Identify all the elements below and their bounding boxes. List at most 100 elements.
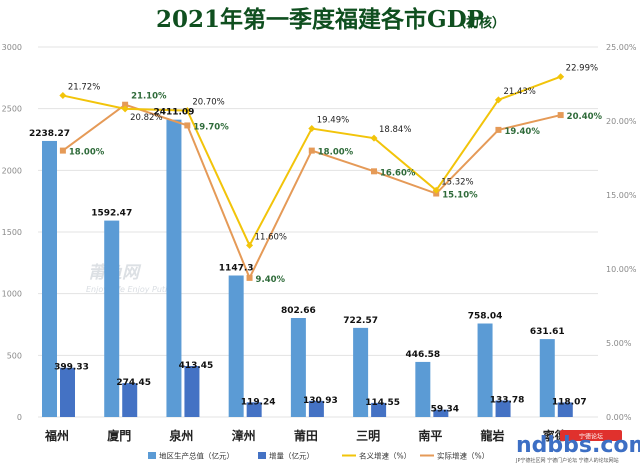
nominal-growth-label: 20.70% <box>192 98 224 108</box>
category-label: 廈門 <box>107 428 131 443</box>
y-left-tick: 1000 <box>2 290 22 299</box>
logo-tag: 宁德论坛 <box>579 433 603 441</box>
increase-value-label: 59.34 <box>431 405 459 415</box>
bar-increase <box>308 400 324 417</box>
real-growth-label: 19.70% <box>193 122 229 132</box>
legend-label-real: 实际增速（%） <box>437 451 489 461</box>
category-label: 泉州 <box>169 428 193 443</box>
nominal-growth-label: 19.49% <box>317 116 349 126</box>
bar-increase <box>122 383 138 417</box>
bar-gdp <box>353 327 369 417</box>
real-growth-label: 19.40% <box>504 127 540 137</box>
category-label: 三明 <box>356 429 380 443</box>
real-growth-marker <box>495 126 502 133</box>
y-left-tick: 2000 <box>2 166 22 175</box>
increase-value-label: 119.24 <box>241 397 276 407</box>
logo-text: ndbbs.com <box>516 433 640 458</box>
increase-value-label: 130.93 <box>303 396 338 406</box>
line-series <box>59 73 565 281</box>
site-logo: 宁德论坛 ndbbs.com JP宁德社区网 宁德门户论坛 宁德人的论坛网站 <box>515 430 640 464</box>
bar-gdp <box>104 220 120 417</box>
y-left-tick: 1500 <box>2 228 22 237</box>
bar-gdp <box>166 119 182 417</box>
nominal-growth-label: 18.84% <box>379 125 411 135</box>
bar-increase <box>433 409 449 417</box>
nominal-growth-marker <box>557 73 565 81</box>
increase-value-label: 133.78 <box>490 396 525 406</box>
y-left-tick: 3000 <box>2 43 22 52</box>
real-growth-marker <box>184 122 191 129</box>
bar-increase <box>557 402 573 417</box>
category-label: 龍岩 <box>481 428 505 443</box>
nominal-growth-marker <box>432 186 440 194</box>
bar-increase <box>246 402 262 417</box>
bar-gdp <box>477 323 493 417</box>
legend: 地区生产总值（亿元） 增量（亿元） 名义增速（%） 实际增速（%） <box>148 451 489 461</box>
bar-gdp <box>539 339 555 417</box>
real-growth-marker <box>246 274 253 281</box>
bar-increase <box>495 400 511 417</box>
nominal-growth-marker <box>494 96 502 104</box>
nominal-growth-label: 20.82% <box>130 113 162 123</box>
y-right-tick: 0.00% <box>606 413 632 422</box>
gdp-value-label: 1592.47 <box>91 209 132 219</box>
bar-gdp <box>415 361 431 417</box>
real-growth-label: 16.60% <box>380 168 416 178</box>
gdp-value-label: 2411.09 <box>153 108 194 118</box>
real-growth-marker <box>308 147 315 154</box>
increase-value-label: 413.45 <box>179 361 214 371</box>
gdp-value-label: 802.66 <box>281 306 316 316</box>
nominal-growth-marker <box>308 125 316 133</box>
legend-label-gdp: 地区生产总值（亿元） <box>159 451 234 461</box>
real-growth-label: 9.40% <box>256 275 286 285</box>
data-labels: 2238.27 399.33 1592.47 274.45 2411.09 413.45 1… <box>29 64 603 415</box>
real-growth-marker <box>59 147 66 154</box>
bar-gdp <box>42 140 57 417</box>
nominal-growth-label: 22.99% <box>566 64 598 74</box>
legend-label-nominal: 名义增速（%） <box>359 451 411 461</box>
y-left-tick: 2500 <box>2 105 22 114</box>
nominal-growth-label: 15.32% <box>441 177 473 187</box>
bar-gdp <box>290 318 306 417</box>
logo-subtext: JP宁德社区网 宁德门户论坛 宁德人的论坛网站 <box>515 457 619 464</box>
y-right-tick: 20.00% <box>606 117 637 126</box>
chart-title: 2021年第一季度福建各市GDP <box>156 6 484 33</box>
increase-value-label: 399.33 <box>54 363 89 373</box>
bar-increase <box>371 402 387 417</box>
nominal-growth-label: 21.43% <box>503 87 535 97</box>
gdp-value-label: 446.58 <box>405 350 440 360</box>
bar-increase <box>184 366 200 417</box>
real-growth-label: 15.10% <box>442 191 478 201</box>
increase-value-label: 118.07 <box>552 397 587 407</box>
legend-label-increase: 增量（亿元） <box>269 451 314 461</box>
y-axis-right: 0.00% 5.00% 10.00% 15.00% 20.00% 25.00% <box>606 43 637 422</box>
legend-swatch-gdp <box>148 452 156 459</box>
nominal-growth-marker <box>59 92 67 100</box>
logo-tag-bg <box>560 430 622 441</box>
y-right-tick: 25.00% <box>606 43 637 52</box>
bar-increase <box>60 367 75 417</box>
nominal-growth-label: 11.60% <box>255 232 287 242</box>
gdp-value-label: 2238.27 <box>29 129 70 139</box>
nominal-growth-label: 21.72% <box>68 83 100 93</box>
real-growth-marker <box>371 168 377 175</box>
y-right-tick: 5.00% <box>606 339 632 348</box>
bar-gdp <box>228 275 244 417</box>
y-left-tick: 500 <box>7 351 22 360</box>
y-left-tick: 0 <box>17 413 22 422</box>
category-label: 漳州 <box>232 428 256 443</box>
real-growth-label: 18.00% <box>318 148 354 158</box>
nominal-growth-marker <box>246 241 254 249</box>
x-axis-categories: 福州 廈門 泉州 漳州 莆田 三明 南平 龍岩 寧德 <box>44 428 567 443</box>
increase-value-label: 114.55 <box>365 398 400 408</box>
category-label: 南平 <box>418 428 442 443</box>
real-growth-label: 20.40% <box>567 112 603 122</box>
increase-value-label: 274.45 <box>116 378 151 388</box>
gdp-value-label: 722.57 <box>343 316 378 326</box>
y-axis-left: 0 500 1000 1500 2000 2500 3000 <box>2 43 22 422</box>
chart-subtitle: （初核） <box>453 15 505 31</box>
category-label: 莆田 <box>294 428 318 443</box>
real-growth-marker <box>557 112 564 119</box>
